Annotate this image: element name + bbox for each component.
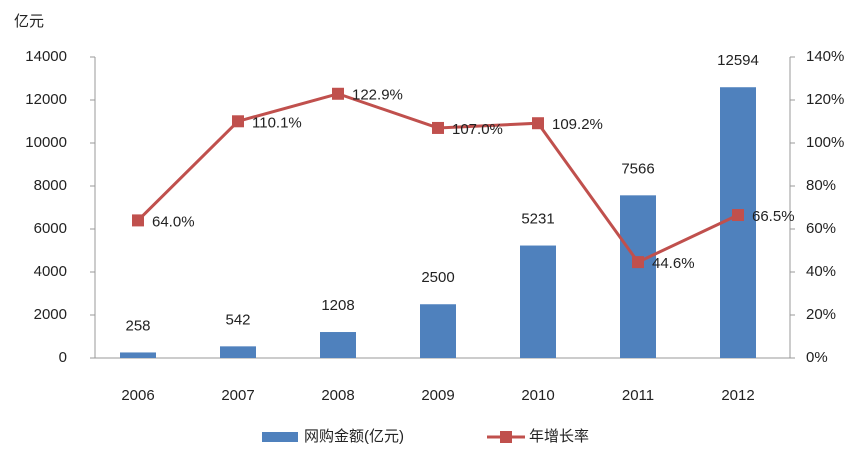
x-tick-label: 2011 <box>622 387 654 404</box>
y2-tick-label: 140% <box>806 48 844 65</box>
line-marker <box>332 87 344 100</box>
bar-value-label: 5231 <box>521 211 554 228</box>
line-value-label: 107.0% <box>452 121 503 138</box>
y-tick-label: 12000 <box>25 91 67 108</box>
bar-value-label: 258 <box>125 317 150 334</box>
bar <box>620 195 656 358</box>
x-tick-label: 2012 <box>721 387 754 404</box>
y-tick-label: 8000 <box>34 177 67 194</box>
bar <box>120 352 156 358</box>
y-axis-label: 亿元 <box>14 13 44 30</box>
bar <box>520 245 556 358</box>
bar-value-label: 12594 <box>717 52 759 69</box>
y2-tick-label: 40% <box>806 263 836 280</box>
x-tick-label: 2010 <box>521 387 554 404</box>
bar-value-label: 7566 <box>621 160 654 177</box>
y2-tick-label: 0% <box>806 349 828 366</box>
x-tick-label: 2008 <box>321 387 354 404</box>
y-tick-label: 14000 <box>25 48 67 65</box>
bar <box>720 87 756 358</box>
line-value-label: 44.6% <box>652 255 695 272</box>
y2-tick-label: 100% <box>806 134 844 151</box>
y-tick-label: 0 <box>59 349 67 366</box>
y-tick-label: 10000 <box>25 134 67 151</box>
bar <box>220 346 256 358</box>
line-marker <box>432 121 444 134</box>
line-marker <box>632 256 644 269</box>
x-tick-label: 2006 <box>121 387 154 404</box>
y-tick-label: 6000 <box>34 220 67 237</box>
bar-value-label: 2500 <box>421 269 454 286</box>
x-tick-label: 2009 <box>421 387 454 404</box>
y-tick-label: 4000 <box>34 263 67 280</box>
y2-tick-label: 120% <box>806 91 844 108</box>
line-value-label: 64.0% <box>152 213 195 230</box>
line-value-label: 109.2% <box>552 116 603 133</box>
line-marker <box>232 115 244 128</box>
legend-label: 年增长率 <box>529 428 589 445</box>
line-marker <box>732 209 744 222</box>
bar <box>320 332 356 358</box>
line-value-label: 66.5% <box>752 208 795 225</box>
bar-value-label: 542 <box>225 311 250 328</box>
bar <box>420 304 456 358</box>
legend-label: 网购金额(亿元) <box>304 428 404 445</box>
line-marker <box>132 214 144 227</box>
x-tick-label: 2007 <box>221 387 254 404</box>
line-marker <box>532 117 544 130</box>
line-value-label: 110.1% <box>252 114 302 131</box>
bar-value-label: 1208 <box>321 297 354 314</box>
y2-tick-label: 20% <box>806 306 836 323</box>
y2-tick-label: 80% <box>806 177 836 194</box>
y2-tick-label: 60% <box>806 220 836 237</box>
line-value-label: 122.9% <box>352 87 403 104</box>
legend-swatch <box>262 432 298 442</box>
y-tick-label: 2000 <box>34 306 67 323</box>
legend-swatch-marker <box>500 431 512 443</box>
